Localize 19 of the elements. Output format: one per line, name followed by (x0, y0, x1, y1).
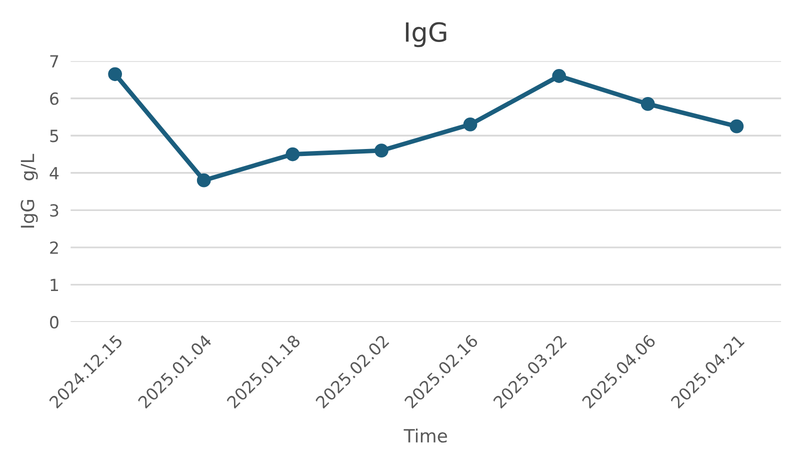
y-tick-label: 1 (50, 278, 58, 292)
y-tick-label: 5 (50, 130, 58, 142)
y-tick-label: 6 (50, 92, 58, 105)
chart-title: IgG (406, 22, 446, 48)
y-tick-label: 0 (50, 316, 58, 329)
y-tick-label: 4 (50, 167, 59, 180)
point (286, 147, 300, 162)
y-tick-label: 3 (50, 204, 58, 217)
y-tick-label: 7 (50, 55, 58, 68)
y-axis-title: IgG g/L (20, 154, 38, 228)
x-axis-title: Time (404, 428, 447, 443)
point (108, 67, 122, 82)
point (374, 144, 388, 158)
y-tick-label: 2 (50, 241, 58, 254)
point (463, 118, 478, 132)
point (730, 119, 744, 134)
point (196, 173, 211, 188)
point (552, 69, 566, 83)
point (640, 97, 655, 111)
